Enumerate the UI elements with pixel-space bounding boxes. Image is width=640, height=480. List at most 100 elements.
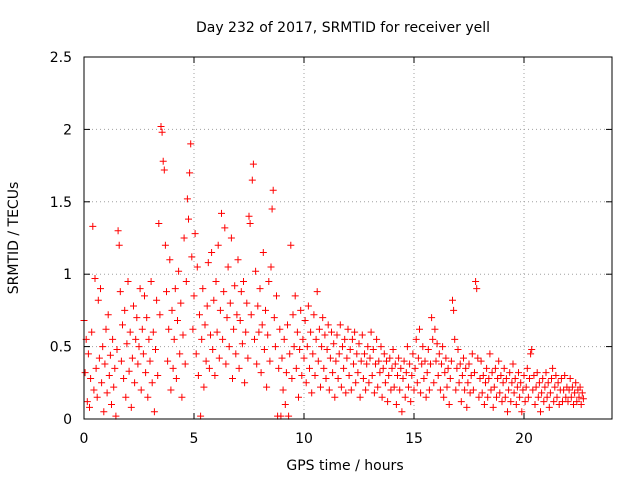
data-point xyxy=(121,306,129,314)
data-point xyxy=(262,306,269,314)
data-point xyxy=(367,328,375,336)
data-point xyxy=(461,386,469,394)
data-point xyxy=(332,357,340,365)
data-point xyxy=(241,379,249,387)
data-point xyxy=(301,317,309,325)
data-point xyxy=(529,386,537,394)
data-point xyxy=(163,288,170,296)
data-point xyxy=(444,364,452,372)
data-point xyxy=(304,302,312,310)
data-point xyxy=(99,343,107,351)
data-point xyxy=(111,364,119,372)
data-point xyxy=(436,386,444,394)
data-point xyxy=(447,357,455,365)
data-point xyxy=(141,292,148,300)
data-point xyxy=(551,383,559,391)
data-point xyxy=(281,401,289,409)
data-point xyxy=(449,296,456,304)
data-point xyxy=(570,401,577,409)
data-point xyxy=(167,386,175,394)
data-point xyxy=(521,398,529,406)
y-tick-label: 1.5 xyxy=(50,195,72,211)
data-point xyxy=(232,350,240,358)
data-point xyxy=(306,364,313,372)
data-point xyxy=(159,157,167,165)
data-point xyxy=(425,386,433,394)
data-point xyxy=(137,386,145,394)
data-point xyxy=(170,335,178,343)
data-point xyxy=(576,383,584,391)
data-point xyxy=(165,325,173,333)
data-point xyxy=(524,393,532,401)
data-point xyxy=(112,412,120,420)
data-point xyxy=(400,357,408,365)
data-point xyxy=(296,345,304,353)
data-point xyxy=(456,360,464,368)
data-point xyxy=(126,328,134,336)
data-point xyxy=(136,285,144,293)
data-point xyxy=(110,383,118,391)
data-point xyxy=(579,395,587,403)
data-point xyxy=(116,288,124,296)
data-point xyxy=(279,386,287,394)
data-point xyxy=(497,372,505,380)
data-point xyxy=(139,350,147,358)
data-point xyxy=(90,386,98,394)
data-point xyxy=(519,386,527,394)
data-point xyxy=(381,379,389,387)
data-point xyxy=(308,389,316,397)
data-point xyxy=(293,328,301,336)
data-point xyxy=(208,248,216,256)
data-point xyxy=(323,345,331,353)
data-point xyxy=(280,335,288,343)
data-point xyxy=(439,343,447,351)
data-point xyxy=(451,335,459,343)
data-point xyxy=(550,398,558,406)
data-point xyxy=(430,379,438,387)
data-point xyxy=(182,277,190,285)
data-point xyxy=(176,350,184,358)
y-tick-label: 2.5 xyxy=(50,50,72,66)
data-point xyxy=(509,360,517,368)
data-point xyxy=(409,350,417,358)
data-point xyxy=(419,343,427,351)
data-point xyxy=(445,401,453,409)
y-axis-label: SRMTID / TECUs xyxy=(6,182,22,295)
data-point xyxy=(568,383,576,391)
data-point xyxy=(259,248,267,256)
data-point xyxy=(124,277,132,285)
data-point xyxy=(538,389,546,397)
data-point xyxy=(133,314,141,322)
data-point xyxy=(331,393,339,401)
data-point xyxy=(215,354,223,362)
data-point xyxy=(523,364,531,372)
data-point xyxy=(443,383,451,391)
data-point xyxy=(370,389,378,397)
data-point xyxy=(149,328,157,336)
data-point xyxy=(405,383,412,391)
data-point xyxy=(86,403,93,411)
data-point xyxy=(207,331,214,339)
data-point xyxy=(225,343,233,351)
data-point xyxy=(314,357,322,365)
data-point xyxy=(539,374,547,382)
data-point xyxy=(416,325,423,333)
data-point xyxy=(438,360,445,368)
chart-title: Day 232 of 2017, SRMTID for receiver yel… xyxy=(196,20,490,36)
data-point xyxy=(183,195,191,203)
data-point xyxy=(388,364,396,372)
data-point xyxy=(84,350,92,358)
data-point xyxy=(498,398,506,406)
x-tick-label: 5 xyxy=(190,431,199,447)
data-point xyxy=(289,311,297,319)
data-point xyxy=(483,364,491,372)
data-point xyxy=(198,335,206,343)
data-point xyxy=(100,408,108,416)
data-point xyxy=(166,256,174,264)
data-point xyxy=(366,354,374,362)
data-point xyxy=(252,267,260,275)
data-point xyxy=(399,374,407,382)
data-point xyxy=(263,383,271,391)
